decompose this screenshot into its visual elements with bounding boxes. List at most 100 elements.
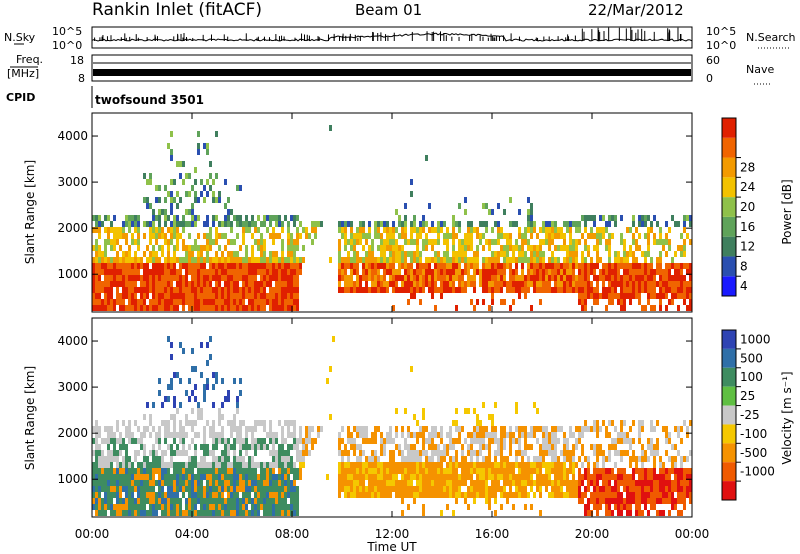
velocity-cell <box>491 486 494 492</box>
velocity-cell <box>182 432 185 438</box>
power-cell <box>431 227 434 233</box>
power-cell <box>626 293 629 299</box>
velocity-cell <box>407 426 410 432</box>
power-cell <box>287 299 290 305</box>
power-cell <box>92 269 95 275</box>
power-cell <box>533 275 536 281</box>
velocity-cell <box>389 492 392 498</box>
power-cell <box>410 191 413 197</box>
power-cell <box>668 227 671 233</box>
velocity-cell <box>677 426 680 432</box>
power-cell <box>431 269 434 275</box>
velocity-cell <box>164 450 167 456</box>
velocity-cell <box>257 480 260 486</box>
velocity-cell <box>125 462 128 468</box>
velocity-cell <box>482 444 485 450</box>
velocity-cell <box>338 450 341 456</box>
power-cell <box>374 221 377 227</box>
power-cell <box>221 287 224 293</box>
velocity-cell <box>452 510 455 516</box>
power-cell <box>458 287 461 293</box>
velocity-cell <box>200 510 203 516</box>
power-cell <box>209 239 212 245</box>
velocity-cell <box>485 468 488 474</box>
velocity-cell <box>215 432 218 438</box>
velocity-cell <box>524 486 527 492</box>
power-cell <box>554 269 557 275</box>
power-cell <box>224 275 227 281</box>
power-cell <box>419 227 422 233</box>
noise-tick-left-bottom: 10^0 <box>52 39 82 52</box>
velocity-cell <box>248 486 251 492</box>
power-cell <box>458 227 461 233</box>
power-cell <box>533 251 536 257</box>
velocity-cell <box>530 504 533 510</box>
velocity-cell <box>203 438 206 444</box>
velocity-cell <box>95 510 98 516</box>
power-cell <box>602 269 605 275</box>
velocity-cell <box>593 474 596 480</box>
velocity-cell <box>641 426 644 432</box>
velocity-cell <box>611 438 614 444</box>
velocity-cell <box>434 426 437 432</box>
velocity-cell <box>158 456 161 462</box>
power-cell <box>293 215 296 221</box>
velocity-cell <box>374 456 377 462</box>
velocity-cell <box>641 444 644 450</box>
colorbar-tick-label: -25 <box>740 408 760 422</box>
power-cell <box>182 221 185 227</box>
velocity-cell <box>107 486 110 492</box>
velocity-cell <box>170 354 173 360</box>
power-cell <box>245 251 248 257</box>
power-cell <box>440 221 443 227</box>
power-cell <box>437 269 440 275</box>
velocity-cell <box>656 420 659 426</box>
velocity-cell <box>428 444 431 450</box>
velocity-cell <box>416 468 419 474</box>
velocity-cell <box>572 474 575 480</box>
velocity-cell <box>398 450 401 456</box>
power-cell <box>647 239 650 245</box>
power-cell <box>260 275 263 281</box>
velocity-cell <box>536 408 539 414</box>
velocity-cell <box>245 468 248 474</box>
velocity-cell <box>431 486 434 492</box>
velocity-cell <box>434 432 437 438</box>
power-cell <box>113 245 116 251</box>
power-cell <box>119 275 122 281</box>
power-cell <box>155 227 158 233</box>
velocity-cell <box>206 462 209 468</box>
velocity-cell <box>203 498 206 504</box>
velocity-cell <box>281 486 284 492</box>
velocity-cell <box>407 492 410 498</box>
power-cell <box>239 263 242 269</box>
velocity-cell <box>389 462 392 468</box>
velocity-cell <box>668 492 671 498</box>
power-cell <box>428 257 431 263</box>
velocity-cell <box>461 456 464 462</box>
power-cell <box>230 305 233 311</box>
colorbar-tick-label: 16 <box>740 220 755 234</box>
power-cell <box>353 287 356 293</box>
power-cell <box>98 293 101 299</box>
power-cell <box>269 269 272 275</box>
velocity-cell <box>230 492 233 498</box>
power-cell <box>146 221 149 227</box>
power-cell <box>485 239 488 245</box>
velocity-cell <box>665 450 668 456</box>
power-cell <box>170 299 173 305</box>
power-cell <box>653 275 656 281</box>
velocity-cell <box>125 474 128 480</box>
power-cell <box>638 281 641 287</box>
velocity-cell <box>215 492 218 498</box>
power-cell <box>227 197 230 203</box>
velocity-cell <box>227 456 230 462</box>
power-cell <box>575 239 578 245</box>
velocity-cell <box>620 480 623 486</box>
power-cell <box>656 293 659 299</box>
power-cell <box>518 233 521 239</box>
power-cell <box>164 197 167 203</box>
power-cell <box>275 269 278 275</box>
velocity-cell <box>212 492 215 498</box>
power-cell <box>257 299 260 305</box>
